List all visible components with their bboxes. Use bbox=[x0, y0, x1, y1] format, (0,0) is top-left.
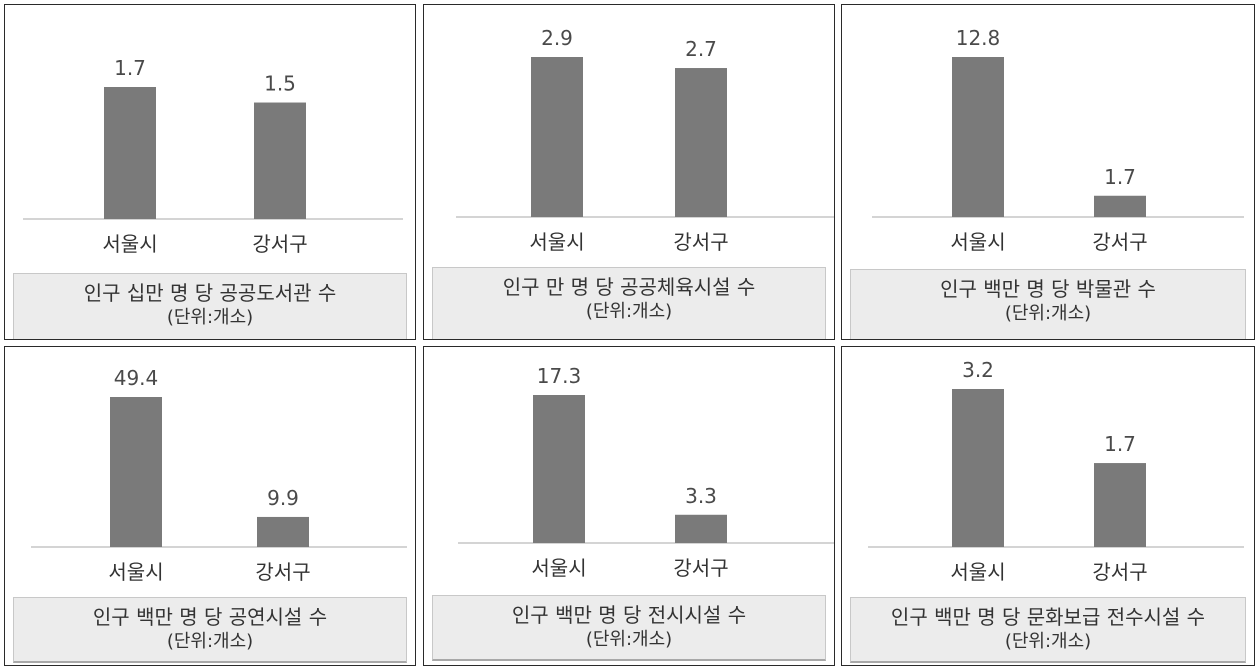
bar bbox=[533, 395, 585, 543]
category-label: 강서구 bbox=[1092, 230, 1147, 254]
bar-chart: 49.4 서울시 9.9 강서구 bbox=[31, 366, 407, 584]
chart-caption: 인구 백만 명 당 전시시설 수 (단위:개소) bbox=[432, 595, 826, 661]
unit-label: (단위:개소) bbox=[1004, 303, 1092, 324]
chart-title: 인구 백만 명 당 공연시설 수 bbox=[92, 605, 328, 629]
data-label: 2.7 bbox=[685, 37, 717, 61]
bar bbox=[675, 514, 727, 543]
bar bbox=[675, 68, 727, 217]
category-label: 서울시 bbox=[102, 232, 157, 256]
bar-chart: 12.8 서울시 1.7 강서구 bbox=[872, 26, 1244, 254]
data-label: 2.9 bbox=[541, 26, 573, 50]
category-label: 강서구 bbox=[255, 560, 310, 584]
bar bbox=[531, 57, 583, 217]
data-label: 3.3 bbox=[685, 484, 717, 508]
bar bbox=[254, 102, 306, 219]
unit-label: (단위:개소) bbox=[585, 629, 673, 650]
category-label: 서울시 bbox=[950, 560, 1005, 584]
bar bbox=[952, 57, 1004, 217]
bar bbox=[104, 87, 156, 219]
data-label: 1.7 bbox=[1104, 432, 1136, 456]
chart-caption: 인구 십만 명 당 공공도서관 수 (단위:개소) bbox=[13, 273, 407, 339]
chart-title: 인구 만 명 당 공공체육시설 수 bbox=[502, 275, 756, 299]
bar-chart: 17.3 서울시 3.3 강서구 bbox=[458, 364, 834, 580]
bar-chart: 3.2 서울시 1.7 강서구 bbox=[868, 358, 1244, 584]
bar bbox=[1094, 195, 1146, 217]
data-label: 12.8 bbox=[956, 26, 1001, 50]
bar bbox=[257, 516, 309, 547]
chart-title: 인구 십만 명 당 공공도서관 수 bbox=[83, 281, 337, 305]
category-label: 서울시 bbox=[108, 560, 163, 584]
category-label: 강서구 bbox=[673, 230, 728, 254]
bar bbox=[952, 389, 1004, 547]
bar-chart: 2.9 서울시 2.7 강서구 bbox=[456, 26, 834, 254]
data-label: 3.2 bbox=[962, 358, 994, 382]
bar bbox=[1094, 463, 1146, 547]
chart-caption: 인구 백만 명 당 공연시설 수 (단위:개소) bbox=[13, 597, 407, 663]
data-label: 17.3 bbox=[537, 364, 582, 388]
data-label: 1.7 bbox=[1104, 165, 1136, 189]
chart-caption: 인구 만 명 당 공공체육시설 수 (단위:개소) bbox=[432, 267, 826, 339]
data-label: 1.7 bbox=[114, 56, 146, 80]
bar bbox=[110, 397, 162, 547]
unit-label: (단위:개소) bbox=[166, 307, 254, 328]
data-label: 1.5 bbox=[264, 72, 296, 96]
unit-label: (단위:개소) bbox=[585, 301, 673, 322]
chart-title: 인구 백만 명 당 전시시설 수 bbox=[511, 603, 747, 627]
category-label: 서울시 bbox=[950, 230, 1005, 254]
bar-chart: 1.7 서울시 1.5 강서구 bbox=[23, 56, 403, 256]
chart-title: 인구 백만 명 당 박물관 수 bbox=[940, 277, 1156, 301]
category-label: 강서구 bbox=[252, 232, 307, 256]
data-label: 49.4 bbox=[114, 366, 159, 390]
chart-title: 인구 백만 명 당 문화보급 전수시설 수 bbox=[890, 605, 1206, 629]
category-label: 강서구 bbox=[1092, 560, 1147, 584]
chart-caption: 인구 백만 명 당 박물관 수 (단위:개소) bbox=[850, 269, 1246, 339]
unit-label: (단위:개소) bbox=[1004, 631, 1092, 652]
category-label: 강서구 bbox=[673, 556, 728, 580]
category-label: 서울시 bbox=[529, 230, 584, 254]
chart-caption: 인구 백만 명 당 문화보급 전수시설 수 (단위:개소) bbox=[850, 597, 1246, 663]
unit-label: (단위:개소) bbox=[166, 631, 254, 652]
data-label: 9.9 bbox=[267, 486, 299, 510]
category-label: 서울시 bbox=[531, 556, 586, 580]
